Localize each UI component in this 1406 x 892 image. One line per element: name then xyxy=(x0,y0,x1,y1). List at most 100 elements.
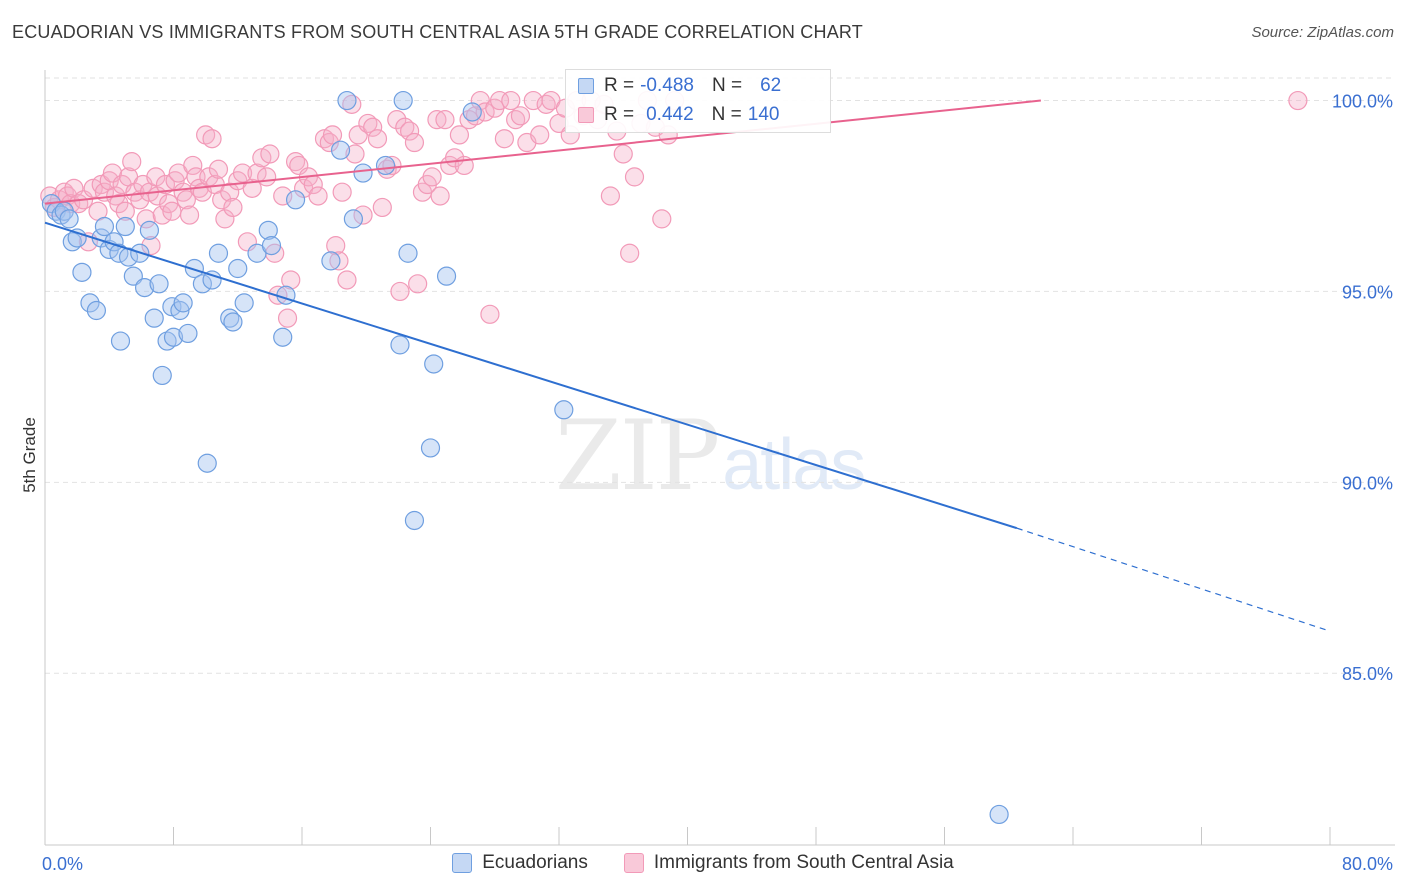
immigrant-point xyxy=(215,209,235,229)
legend-r-label: R = xyxy=(604,75,635,96)
ecuadorian-point xyxy=(273,327,293,347)
ecuadorian-point xyxy=(261,236,282,256)
immigrant-point xyxy=(260,144,280,164)
watermark: ZIPatlas xyxy=(555,400,866,512)
ecuadorian-point xyxy=(173,293,193,313)
ecuadorian-point xyxy=(375,155,396,176)
immigrant-point xyxy=(427,110,447,130)
stats-legend: R = -0.488 N = 62 R = 0.442 N = 140 xyxy=(565,69,831,133)
source-label: Source: ZipAtlas.com xyxy=(1251,24,1394,41)
immigrant-point xyxy=(422,167,442,187)
legend-n-value: 140 xyxy=(747,104,780,125)
immigrant-point xyxy=(435,110,455,130)
ecuadorian-point xyxy=(94,216,115,237)
ecuadorian-point xyxy=(390,335,410,355)
legend-swatch-blue xyxy=(578,78,594,94)
immigrant-point xyxy=(208,159,229,179)
ecuadorian-point xyxy=(223,312,243,332)
y-tick-label: 90.0% xyxy=(1342,473,1393,493)
immigrant-point xyxy=(387,110,407,130)
immigrant-point xyxy=(652,209,672,229)
ecuadorian-point xyxy=(184,258,204,279)
immigrant-point xyxy=(332,182,352,202)
ecuadorian-point xyxy=(109,243,129,263)
immigrant-point xyxy=(308,186,328,206)
ecuadorian-point xyxy=(462,102,482,122)
immigrant-point xyxy=(322,125,343,145)
immigrant-point xyxy=(183,155,203,176)
ecuadorian-point xyxy=(420,438,441,458)
immigrant-point xyxy=(620,243,640,263)
immigrant-point xyxy=(152,205,172,225)
ecuadorian-point xyxy=(404,510,425,531)
ecuadorian-point xyxy=(234,293,254,313)
legend-n-label: N = xyxy=(711,75,743,96)
immigrant-point xyxy=(400,121,420,141)
y-tick-label: 100.0% xyxy=(1332,92,1393,112)
legend-n-value: 62 xyxy=(760,75,782,96)
immigrant-point xyxy=(372,197,392,218)
legend-n-label: N = xyxy=(711,104,742,125)
immigrant-point xyxy=(489,90,510,111)
ecuadorian-point xyxy=(285,190,306,210)
x-tick-label: 0.0% xyxy=(42,854,83,874)
ecuadorian-point xyxy=(228,258,248,279)
watermark-atlas: atlas xyxy=(722,425,866,505)
ecuadorian-point xyxy=(72,262,92,282)
immigrant-point xyxy=(162,201,182,221)
immigrant-point xyxy=(624,167,645,187)
ecuadorian-point xyxy=(163,327,184,347)
immigrant-point xyxy=(337,270,357,290)
legend-item-ecuadorians: Ecuadorians xyxy=(452,852,588,874)
ecuadorian-point xyxy=(393,90,413,111)
ecuadorian-point xyxy=(178,323,198,344)
ecuadorian-point xyxy=(330,140,351,160)
ecuadorian-trendline xyxy=(44,221,1018,530)
immigrant-point xyxy=(281,270,301,290)
immigrant-point xyxy=(390,281,410,302)
immigrant-point xyxy=(223,197,243,218)
ecuadorian-point xyxy=(123,266,143,286)
ecuadorian-point xyxy=(110,331,131,351)
immigrant-point xyxy=(141,236,161,256)
ecuadorian-point xyxy=(149,274,169,294)
immigrant-point xyxy=(382,155,402,176)
legend-row-immigrants: R = 0.442 N = 140 xyxy=(578,101,779,129)
ecuadorian-point xyxy=(398,243,418,263)
immigrant-point xyxy=(408,274,428,294)
legend-row-ecuadorians: R = -0.488 N = 62 xyxy=(578,72,781,100)
immigrant-point xyxy=(155,174,176,195)
immigrant-point xyxy=(494,129,514,149)
legend-swatch-pink xyxy=(578,107,594,123)
chart-title: ECUADORIAN VS IMMIGRANTS FROM SOUTH CENT… xyxy=(12,22,863,42)
ecuadorian-point xyxy=(337,90,357,111)
ecuadorian-point xyxy=(208,243,229,263)
ecuadorian-point xyxy=(134,278,155,298)
immigrant-point xyxy=(404,132,425,153)
immigrant-point xyxy=(257,167,277,187)
immigrant-point xyxy=(220,182,240,202)
legend-r-label: R = xyxy=(604,104,635,125)
immigrant-point xyxy=(176,190,196,210)
immigrant-point xyxy=(613,144,633,164)
ecuadorian-trendline-extension xyxy=(1016,527,1331,632)
immigrant-point xyxy=(115,201,135,221)
watermark-zip: ZIP xyxy=(555,400,720,512)
immigrant-point xyxy=(136,209,156,229)
ecuadorian-point xyxy=(424,354,444,374)
immigrant-point xyxy=(179,205,200,225)
ecuadorian-point xyxy=(139,220,160,240)
ecuadorian-point xyxy=(144,308,164,328)
immigrant-point xyxy=(212,190,232,210)
ecuadorian-point xyxy=(343,209,363,229)
ecuadorian-point xyxy=(59,209,79,229)
y-axis-label: 5th Grade xyxy=(20,417,39,493)
immigrant-point xyxy=(146,167,166,187)
ecuadorian-point xyxy=(989,804,1009,825)
legend-label-immigrants: Immigrants from South Central Asia xyxy=(653,852,954,873)
ecuadorian-point xyxy=(258,220,278,240)
ecuadorian-point xyxy=(197,453,217,473)
legend-r-value: -0.488 xyxy=(640,75,694,96)
immigrant-point xyxy=(345,144,365,164)
